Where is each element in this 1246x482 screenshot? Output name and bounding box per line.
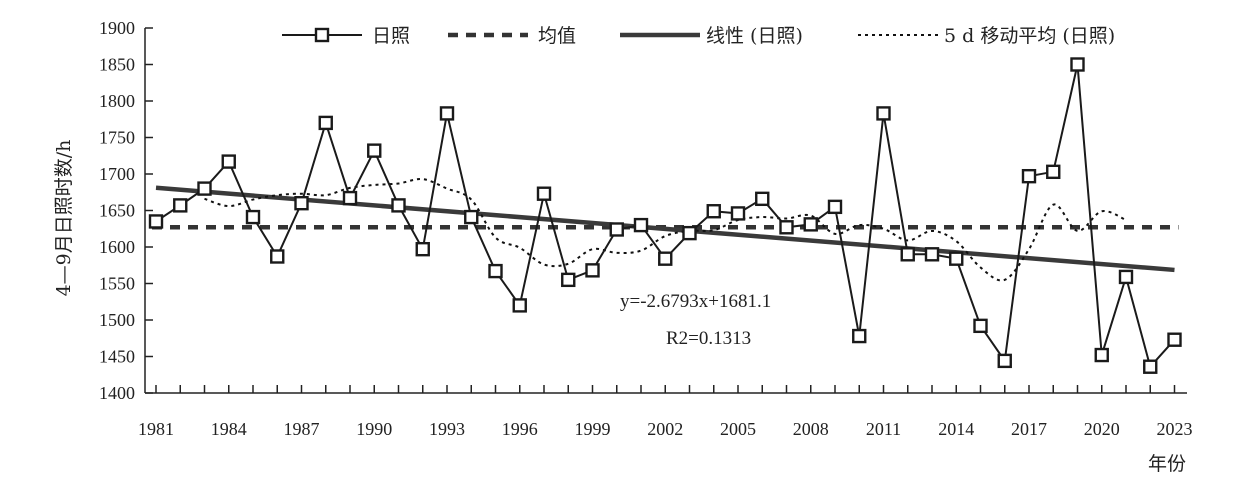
sunshine-point — [779, 220, 794, 235]
y-tick-label: 1550 — [99, 274, 135, 294]
x-axis-label: 年份 — [1148, 453, 1186, 475]
sunshine-point — [173, 198, 188, 213]
sunshine-point — [1094, 347, 1109, 363]
sunshine-point — [827, 199, 843, 215]
sunshine-point — [342, 190, 358, 206]
regression-equation: y=-2.6793x+1681.1 — [620, 291, 771, 312]
sunshine-point — [270, 249, 285, 264]
x-tick-label: 2008 — [793, 419, 829, 439]
sunshine-point — [585, 263, 600, 278]
sunshine-point — [900, 247, 915, 262]
sunshine-point — [1021, 168, 1037, 184]
sunshine-point — [1070, 57, 1085, 72]
sunshine-point — [464, 209, 479, 225]
sunshine-point — [197, 181, 212, 196]
trend-line — [155, 185, 1175, 273]
y-tick-label: 1850 — [99, 55, 135, 75]
x-tick-label: 2011 — [866, 419, 901, 439]
x-tick-label: 2017 — [1011, 419, 1047, 439]
legend-mean-label: 均值 — [538, 25, 576, 47]
x-tick-label: 1990 — [356, 419, 392, 439]
moving-average-line — [204, 178, 1127, 282]
y-tick-label: 1900 — [99, 18, 135, 38]
x-tick-label: 1981 — [138, 419, 174, 439]
y-axis-ticks: 1400 1450 1500 1550 1600 1650 1700 1750 1800 1850… — [99, 18, 153, 403]
sunshine-point — [658, 251, 673, 266]
x-tick-label: 2023 — [1157, 419, 1193, 439]
y-tick-label: 1450 — [99, 347, 135, 367]
y-tick-label: 1400 — [99, 383, 135, 403]
sunshine-point — [682, 225, 697, 241]
x-tick-label: 2002 — [647, 419, 683, 439]
sunshine-point — [221, 154, 236, 169]
x-tick-label: 1987 — [284, 419, 320, 439]
regression-annotation: y=-2.6793x+1681.1 R2=0.1313 — [620, 291, 771, 349]
sunshine-point — [318, 115, 333, 131]
x-axis-ticks: 1981 1984 1987 1990 1993 1996 1999 2002 2005 2008… — [138, 385, 1193, 439]
y-axis-label: 4—9月日照时数/h — [53, 140, 75, 297]
sunshine-point — [245, 209, 261, 225]
sunshine-point — [561, 272, 576, 288]
sunshine-point — [512, 298, 527, 313]
y-tick-label: 1800 — [99, 91, 135, 111]
sunshine-point — [367, 143, 382, 158]
sunshine-line — [155, 64, 1176, 369]
sunshine-point — [391, 198, 406, 213]
y-tick-label: 1600 — [99, 237, 135, 257]
sunshine-point — [803, 217, 818, 232]
sunshine-point — [852, 328, 867, 344]
y-tick-label: 1500 — [99, 310, 135, 330]
x-tick-label: 2005 — [720, 419, 756, 439]
x-tick-label: 1999 — [575, 419, 611, 439]
y-tick-label: 1700 — [99, 164, 135, 184]
sunshine-point — [415, 241, 430, 257]
sunshine-point — [609, 222, 624, 237]
legend: 日照 均值 线性 (日照) 5 d 移动平均 (日照) — [282, 25, 1115, 47]
y-tick-label: 1650 — [99, 201, 135, 221]
sunshine-point — [294, 195, 309, 211]
moving-average-group — [204, 178, 1127, 282]
x-tick-label: 1984 — [211, 419, 247, 439]
sunshine-point — [706, 204, 721, 219]
x-tick-label: 1996 — [502, 419, 538, 439]
sunshine-point — [536, 186, 552, 201]
sunshine-point — [973, 318, 988, 334]
x-tick-label: 2014 — [938, 419, 974, 439]
legend-moving-avg-label: 5 d 移动平均 (日照) — [944, 25, 1115, 47]
sunshine-point — [439, 106, 455, 121]
sunshine-point — [1167, 332, 1182, 347]
sunshine-point — [1143, 359, 1158, 374]
trend-line-group — [155, 185, 1175, 273]
x-tick-label: 2020 — [1084, 419, 1120, 439]
y-tick-label: 1750 — [99, 128, 135, 148]
sunshine-point — [730, 206, 746, 221]
sunshine-point — [148, 214, 164, 229]
sunshine-point — [1118, 269, 1134, 285]
sunshine-point — [755, 191, 770, 207]
x-tick-label: 1993 — [429, 419, 465, 439]
sunshine-point — [876, 106, 891, 121]
legend-linear-label: 线性 (日照) — [706, 25, 803, 47]
sunshine-point — [488, 263, 503, 279]
sunshine-series-group — [148, 57, 1182, 374]
r-squared: R2=0.1313 — [666, 328, 751, 349]
sunshine-point — [1046, 164, 1061, 180]
sunshine-point — [924, 247, 940, 262]
sunshine-point — [633, 217, 649, 233]
sunshine-point — [949, 251, 964, 266]
sunshine-point — [997, 353, 1012, 369]
legend-sunshine-marker — [314, 27, 330, 43]
legend-sunshine-label: 日照 — [372, 25, 410, 47]
